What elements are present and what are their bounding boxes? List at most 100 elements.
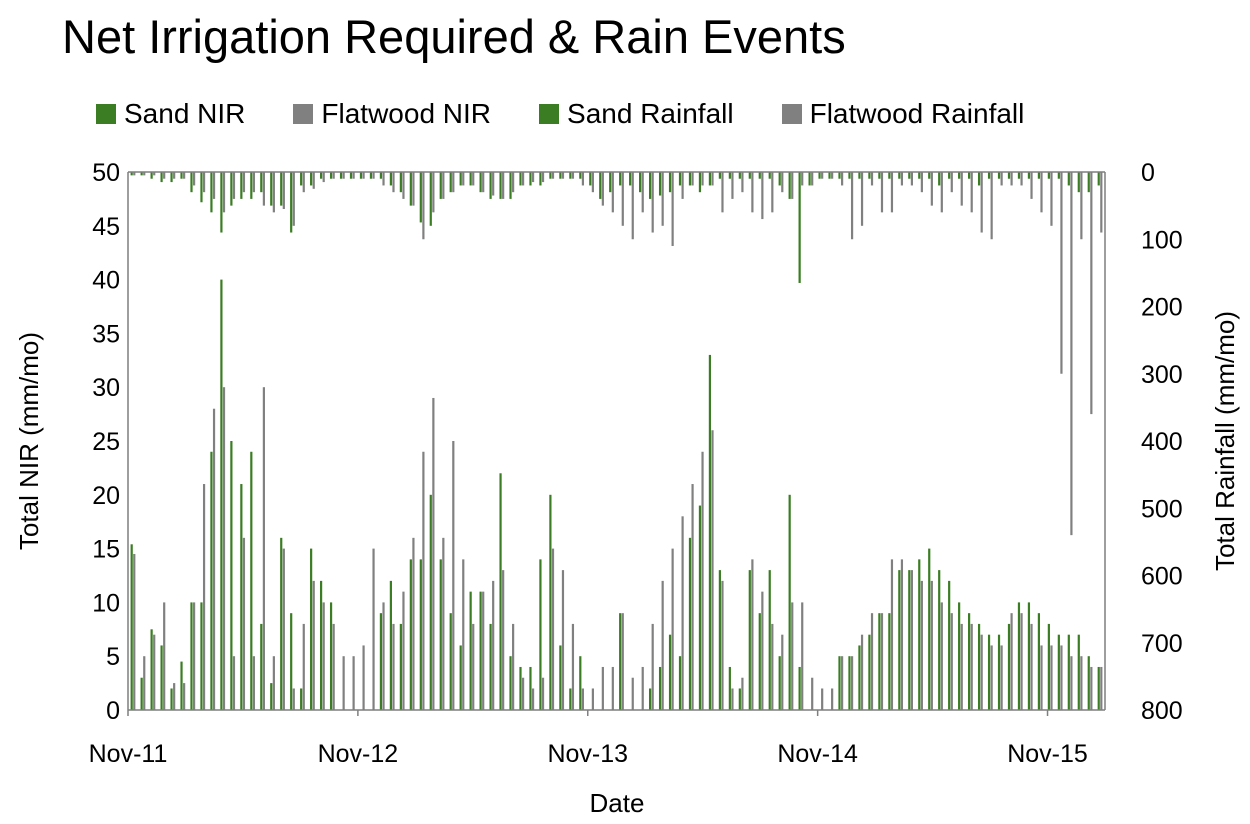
sand-rainfall-bar [977, 172, 981, 186]
flatwood-nir-bar [242, 537, 246, 710]
sand-nir-bar [329, 602, 333, 710]
flatwood-rainfall-bar [831, 172, 834, 179]
flatwood-rainfall-bar [452, 172, 455, 193]
sand-nir-bar [728, 666, 731, 710]
flatwood-rainfall-bar [890, 172, 894, 213]
flatwood-rainfall-bar [432, 172, 435, 213]
sand-nir-bar [260, 623, 263, 710]
flatwood-rainfall-bar [900, 172, 904, 186]
flatwood-nir-bar [193, 602, 196, 710]
sand-rainfall-bar [639, 172, 642, 193]
sand-rainfall-bar [629, 172, 632, 186]
sand-rainfall-bar [768, 172, 771, 179]
flatwood-nir-bar [721, 580, 724, 710]
y2-tick-label: 400 [1141, 428, 1183, 456]
sand-nir-bar [190, 602, 193, 710]
sand-rainfall-bar [1017, 172, 1021, 179]
flatwood-nir-bar [880, 613, 884, 710]
sand-nir-bar [968, 613, 971, 710]
x-tick-label: Nov-14 [777, 740, 858, 768]
legend-swatch-sand-nir [96, 104, 116, 124]
flatwood-nir-bar [691, 484, 694, 710]
sand-nir-bar [878, 613, 881, 710]
sand-nir-bar [489, 623, 492, 710]
sand-nir-bar [300, 688, 303, 710]
sand-nir-bar [310, 548, 313, 710]
flatwood-nir-bar [910, 570, 913, 710]
sand-nir-bar [389, 580, 392, 710]
sand-rainfall-bar [240, 172, 243, 199]
sand-rainfall-bar [1097, 172, 1100, 186]
sand-nir-bar [379, 613, 383, 710]
sand-nir-bar [320, 580, 323, 710]
sand-nir-bar [1097, 666, 1100, 710]
sand-rainfall-bar [798, 172, 801, 283]
sand-rainfall-bar [529, 172, 532, 186]
flatwood-rainfall-bar [611, 172, 614, 213]
flatwood-rainfall-bar [1040, 172, 1043, 213]
sand-nir-bar [698, 505, 702, 710]
flatwood-nir-bar [930, 580, 933, 710]
flatwood-nir-bar [900, 559, 904, 710]
sand-rainfall-bar [778, 172, 781, 186]
sand-nir-bar [958, 602, 961, 710]
flatwood-nir-bar [1100, 666, 1103, 710]
sand-rainfall-bar [1057, 172, 1060, 179]
flatwood-rainfall-bar [392, 172, 395, 193]
flatwood-nir-bar [492, 580, 495, 710]
flatwood-rainfall-bar [212, 172, 216, 199]
flatwood-nir-bar [1080, 656, 1083, 710]
sand-rainfall-bar [908, 172, 911, 179]
y-tick-label: 30 [92, 374, 120, 402]
legend-item-sand-nir: Sand NIR [96, 96, 245, 132]
sand-nir-bar [290, 613, 293, 710]
flatwood-rainfall-bar [1020, 172, 1023, 186]
sand-rainfall-bar [987, 172, 991, 179]
flatwood-rainfall-bar [302, 172, 305, 193]
flatwood-rainfall-bar [741, 172, 744, 193]
sand-rainfall-bar [320, 172, 323, 179]
sand-nir-bar [898, 570, 901, 710]
flatwood-nir-bar [761, 591, 764, 710]
sand-nir-bar [280, 537, 283, 710]
flatwood-rainfall-bar [173, 172, 176, 179]
flatwood-rainfall-bar [1060, 172, 1063, 374]
sand-rainfall-bar [997, 172, 1001, 179]
sand-nir-bar [549, 494, 552, 710]
flatwood-rainfall-bar [761, 172, 764, 220]
sand-nir-bar [150, 629, 153, 710]
flatwood-nir-bar [980, 634, 983, 710]
flatwood-rainfall-bar [222, 172, 226, 213]
flatwood-rainfall-bar [232, 172, 236, 199]
sand-rainfall-bar [190, 172, 193, 193]
x-tick-label: Nov-13 [547, 740, 628, 768]
flatwood-nir-bar [282, 548, 285, 710]
flatwood-rainfall-bar [671, 172, 674, 246]
flatwood-rainfall-bar [412, 172, 415, 206]
sand-nir-bar [718, 570, 721, 710]
sand-rainfall-bar [539, 172, 542, 186]
sand-rainfall-bar [708, 172, 712, 186]
y2-tick-label: 200 [1141, 294, 1183, 322]
sand-rainfall-bar [409, 172, 412, 206]
sand-nir-bar [479, 591, 482, 710]
sand-nir-bar [200, 602, 203, 710]
flatwood-rainfall-bar [183, 172, 186, 179]
sand-rainfall-bar [399, 172, 402, 193]
flatwood-nir-bar [791, 602, 794, 710]
sand-rainfall-bar [459, 172, 462, 186]
sand-rainfall-bar [748, 172, 751, 179]
y-tick-label: 5 [106, 643, 120, 671]
flatwood-nir-bar [591, 688, 594, 710]
flatwood-nir-bar [920, 580, 923, 710]
flatwood-nir-bar [1000, 645, 1003, 710]
y2-tick-label: 100 [1141, 226, 1183, 254]
sand-nir-bar [838, 656, 841, 710]
sand-nir-bar [658, 666, 662, 710]
x-tick-label: Nov-12 [318, 740, 399, 768]
flatwood-rainfall-bar [701, 172, 704, 186]
flatwood-nir-bar [332, 623, 335, 710]
flatwood-rainfall-bar [980, 172, 983, 233]
flatwood-nir-bar [811, 677, 814, 710]
flatwood-rainfall-bar [312, 172, 315, 189]
